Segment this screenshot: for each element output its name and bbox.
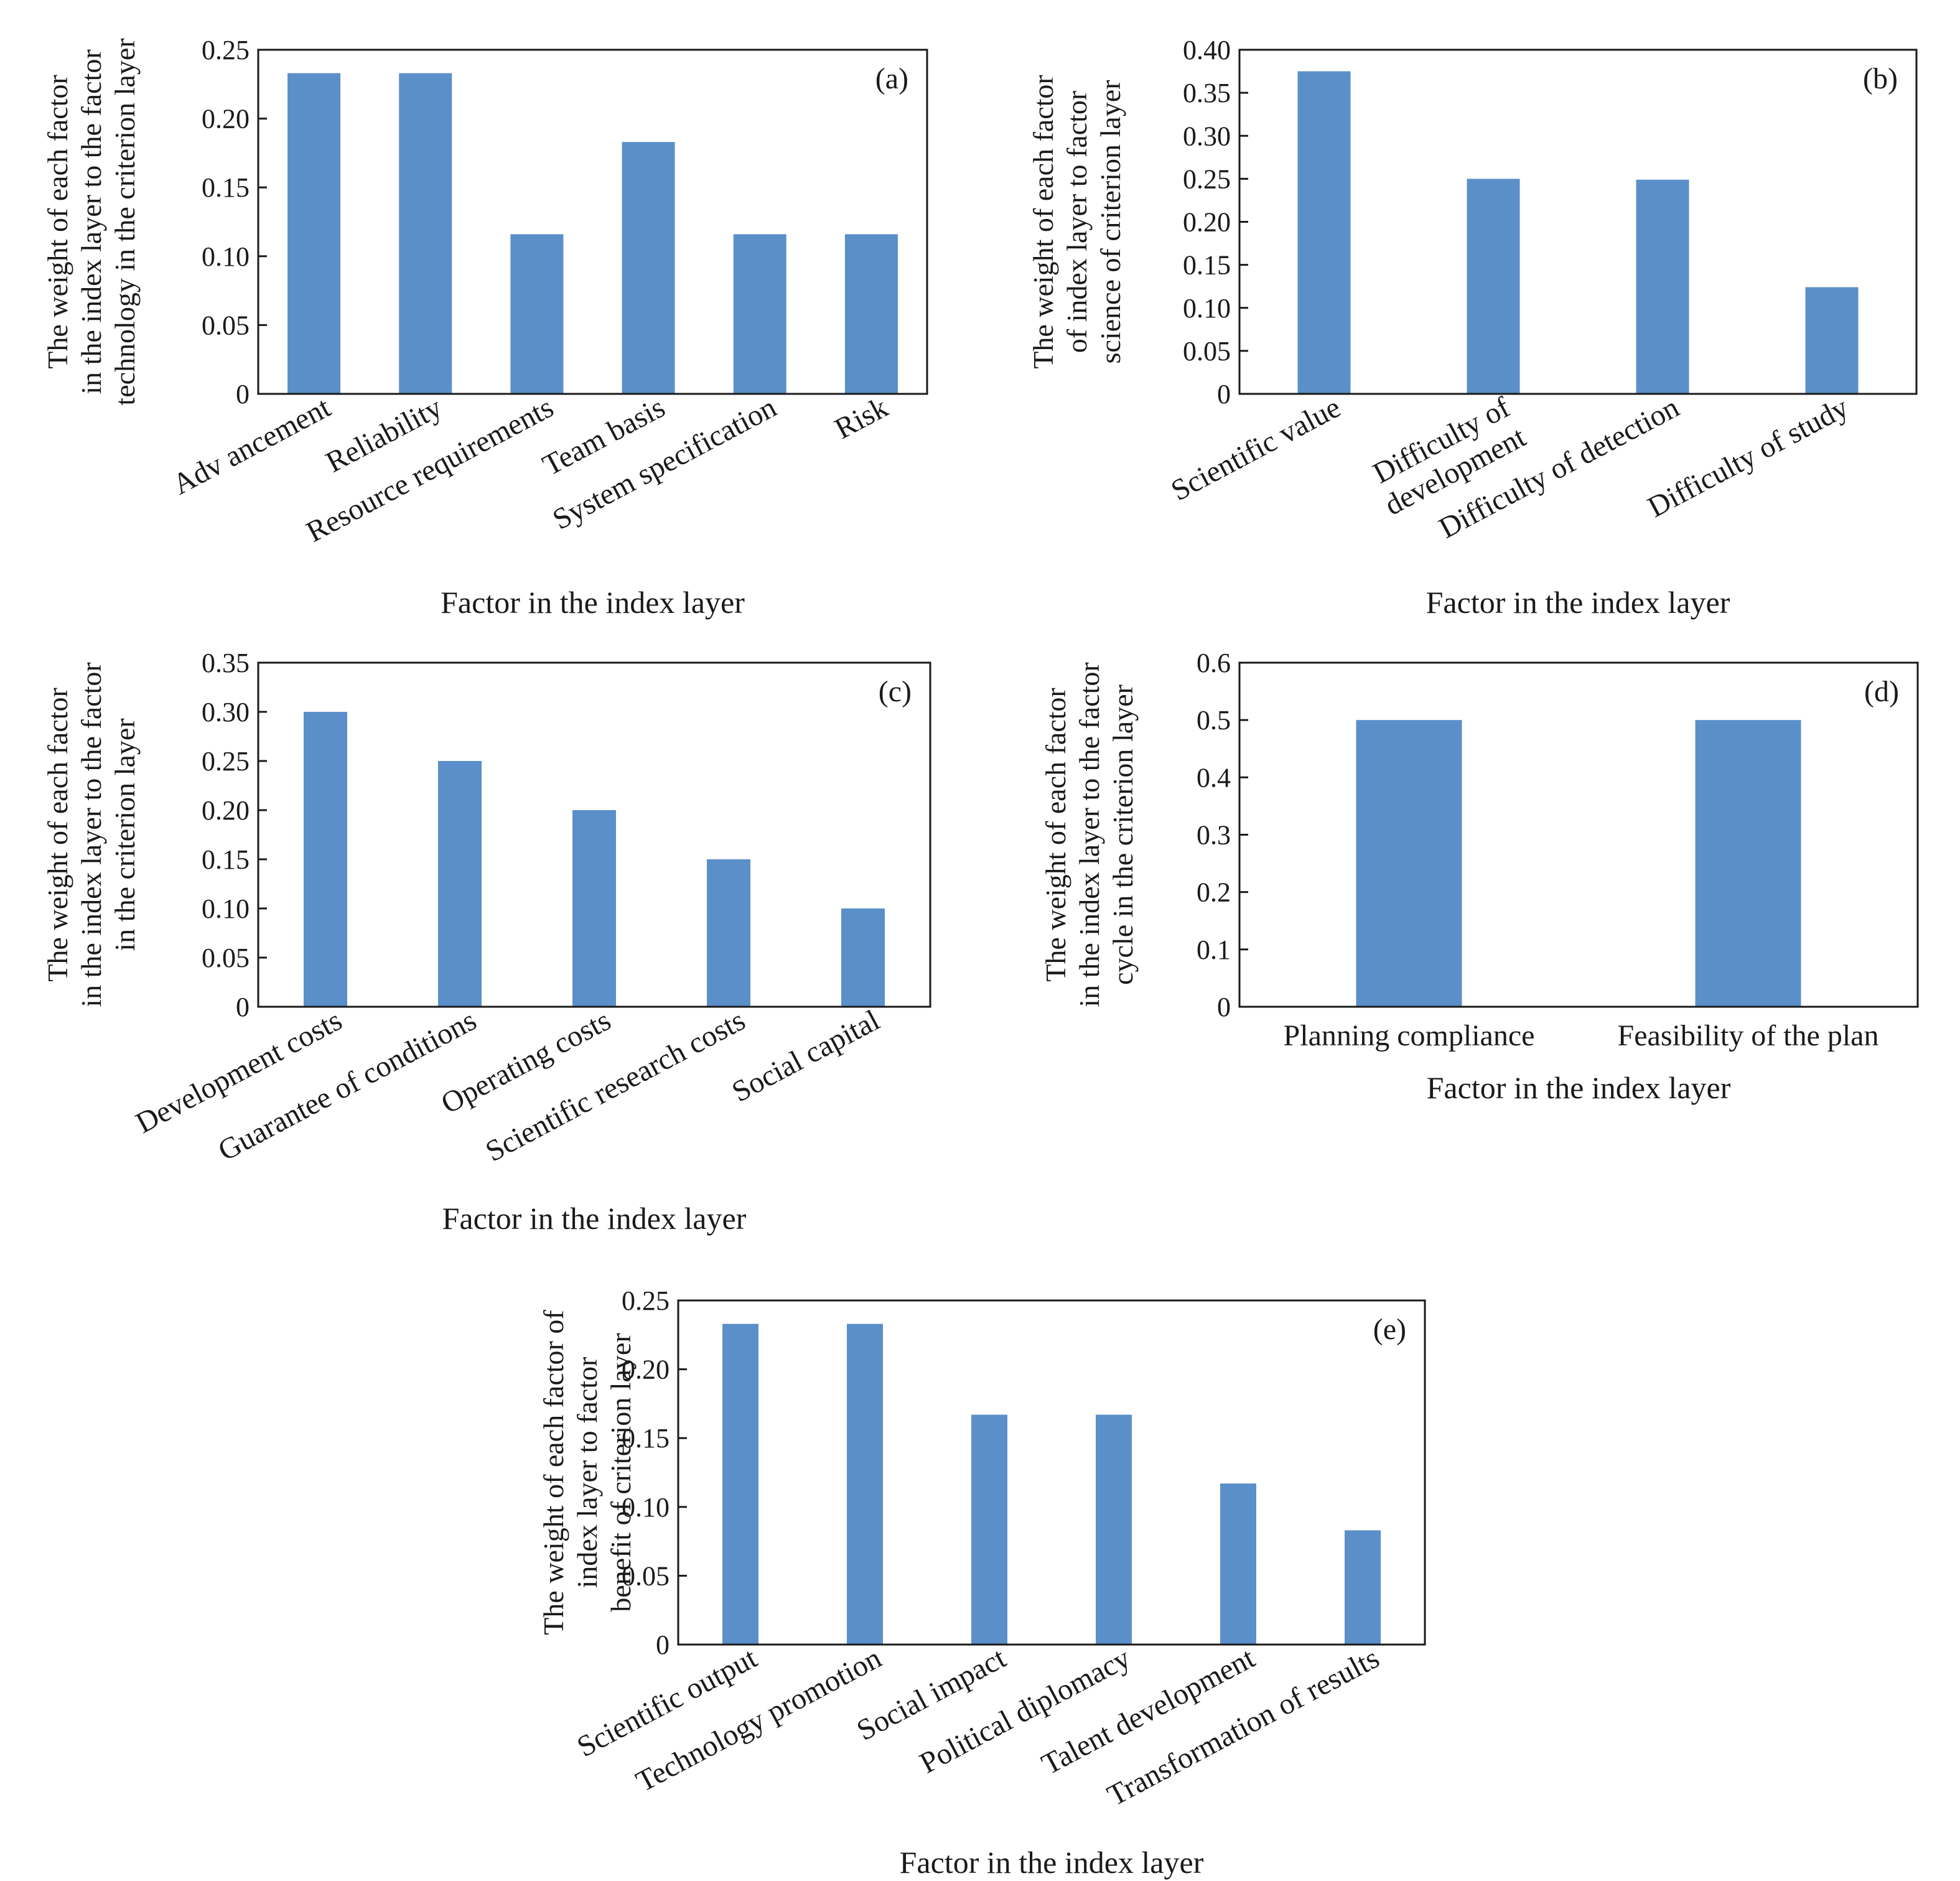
y-tick-label: 0.10 [202,894,250,924]
x-axis-label: Factor in the index layer [441,585,745,620]
y-axis-label: The weight of each factorin the index la… [42,38,141,405]
x-axis-label: Factor in the index layer [442,1201,747,1236]
panel-label: (d) [1864,675,1899,708]
x-category-label: Guarantee of conditions [213,1004,482,1167]
y-tick-label: 0.25 [202,35,250,65]
x-category-label: Scientific value [1165,391,1346,508]
x-category-label: Adv ancement [167,391,336,502]
plot-frame [257,49,928,395]
panel-label: (e) [1373,1313,1406,1346]
y-tick-label: 0.10 [1183,293,1231,324]
x-category-label: Risk [829,391,894,446]
plot-frame [677,1299,1426,1646]
x-axis-label: Factor in the index layer [900,1845,1204,1880]
bar [572,810,616,1007]
bar [1467,179,1520,394]
plot-frame [257,661,931,1008]
y-tick-label: 0.30 [1183,121,1231,151]
panel-label: (a) [875,62,908,95]
y-tick-label: 0.25 [622,1286,670,1316]
y-tick-label: 0.15 [202,172,250,203]
bar [1695,720,1801,1007]
y-tick-label: 0.20 [622,1355,670,1385]
bar [1297,71,1351,394]
y-tick-label: 0 [236,992,250,1022]
x-category-label: Planning compliance [1284,1019,1535,1052]
y-tick-label: 0.3 [1197,820,1231,851]
bar [1220,1483,1256,1645]
y-tick-label: 0.20 [202,104,250,134]
bar [707,859,750,1007]
y-tick-label: 0.5 [1197,705,1231,735]
bar [971,1414,1007,1645]
y-tick-label: 0.1 [1197,935,1231,965]
y-tick-label: 0.25 [1183,164,1231,194]
bar [733,234,786,394]
y-tick-label: 0 [656,1630,670,1660]
y-tick-label: 0.4 [1197,762,1231,793]
bar [1356,720,1462,1007]
y-axis-label: The weight of each factorin the index la… [1040,662,1139,1007]
y-tick-label: 0.35 [202,648,250,678]
y-axis-label: The weight of each factor ofindex layer … [538,1310,637,1635]
y-tick-label: 0.20 [1183,207,1231,238]
y-tick-label: 0.15 [1183,250,1231,281]
y-tick-label: 0 [1217,992,1231,1022]
bar [722,1323,758,1645]
plot-frame [1238,661,1919,1008]
y-tick-label: 0.35 [1183,78,1231,108]
bar [1636,179,1689,394]
y-tick-label: 0.10 [622,1492,670,1523]
y-tick-label: 0.15 [622,1423,670,1454]
bar [304,712,347,1007]
y-axis-label: The weight of each factorin the index la… [42,662,141,1007]
y-tick-label: 0.25 [202,746,250,777]
x-axis-label: Factor in the index layer [1426,585,1730,620]
x-category-label: Scientific research costs [480,1004,750,1169]
y-tick-label: 0.10 [202,241,250,272]
y-tick-label: 0.30 [202,697,250,727]
bar [438,761,482,1007]
bar-chart-3: 00.050.100.150.200.250.300.35Development… [42,648,931,1236]
x-axis-label: Factor in the index layer [1427,1070,1731,1105]
bar-chart-2: 0 0.05 0.10 0.15 0.20 0.25 0.30 0.35 0.40 Scienti… [1027,35,1918,620]
y-tick-label: 0.40 [1183,35,1231,65]
bar [1096,1414,1132,1645]
x-category-label: Feasibility of the plan [1618,1019,1879,1052]
y-tick-label: 0.05 [202,943,250,973]
y-tick-label: 0.20 [202,795,250,826]
bar [847,1323,883,1645]
y-tick-label: 0.05 [202,310,250,340]
bar [1345,1530,1381,1645]
y-tick-label: 0.15 [202,844,250,875]
y-tick-label: 0.05 [1183,336,1231,366]
bar [1805,287,1859,394]
bar [622,142,675,394]
y-tick-label: 0 [1217,379,1231,409]
x-category-label: Social capital [727,1004,885,1109]
bar [844,234,898,394]
bar [841,908,885,1007]
y-tick-label: 0.05 [622,1561,670,1591]
y-tick-label: 0.6 [1197,648,1231,678]
bar [287,73,341,394]
x-category-label: Political diplomacy [915,1641,1136,1780]
bar [399,73,452,394]
panel-label: (c) [879,675,912,708]
bar [510,234,564,394]
y-tick-label: 0.2 [1197,877,1231,908]
y-tick-label: 0 [236,379,250,409]
y-axis-label: The weight of each factorof index layer … [1027,75,1126,369]
panel-label: (b) [1863,62,1898,95]
bar-chart-4: 0 0.1 0.2 0.3 0.4 0.5 0.6 Planning compliance Fe… [1040,648,1919,1105]
